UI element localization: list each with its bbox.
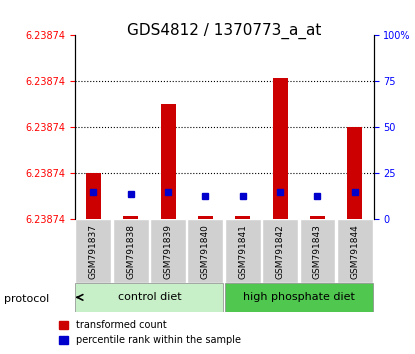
FancyBboxPatch shape bbox=[300, 219, 335, 283]
Bar bbox=[310, 216, 325, 219]
Bar bbox=[86, 173, 101, 219]
Bar bbox=[198, 216, 213, 219]
Text: control diet: control diet bbox=[117, 292, 181, 302]
Bar bbox=[123, 216, 138, 219]
Legend: transformed count, percentile rank within the sample: transformed count, percentile rank withi… bbox=[55, 316, 245, 349]
FancyBboxPatch shape bbox=[262, 219, 298, 283]
Text: GSM791839: GSM791839 bbox=[164, 224, 173, 279]
Text: high phosphate diet: high phosphate diet bbox=[243, 292, 355, 302]
FancyBboxPatch shape bbox=[150, 219, 186, 283]
FancyBboxPatch shape bbox=[188, 219, 223, 283]
Text: GSM791837: GSM791837 bbox=[89, 224, 98, 279]
FancyBboxPatch shape bbox=[76, 219, 111, 283]
Bar bbox=[347, 127, 362, 219]
Bar bbox=[235, 216, 250, 219]
Text: GSM791842: GSM791842 bbox=[276, 224, 285, 279]
FancyBboxPatch shape bbox=[113, 219, 149, 283]
FancyBboxPatch shape bbox=[225, 219, 261, 283]
Text: GSM791843: GSM791843 bbox=[313, 224, 322, 279]
Bar bbox=[273, 78, 288, 219]
Text: protocol: protocol bbox=[4, 294, 49, 304]
Text: GDS4812 / 1370773_a_at: GDS4812 / 1370773_a_at bbox=[127, 23, 321, 39]
FancyBboxPatch shape bbox=[76, 283, 223, 312]
FancyBboxPatch shape bbox=[225, 283, 373, 312]
Text: GSM791841: GSM791841 bbox=[238, 224, 247, 279]
Text: GSM791844: GSM791844 bbox=[350, 224, 359, 279]
FancyBboxPatch shape bbox=[337, 219, 373, 283]
Text: GSM791840: GSM791840 bbox=[201, 224, 210, 279]
Text: GSM791838: GSM791838 bbox=[126, 224, 135, 279]
Bar bbox=[161, 103, 176, 219]
